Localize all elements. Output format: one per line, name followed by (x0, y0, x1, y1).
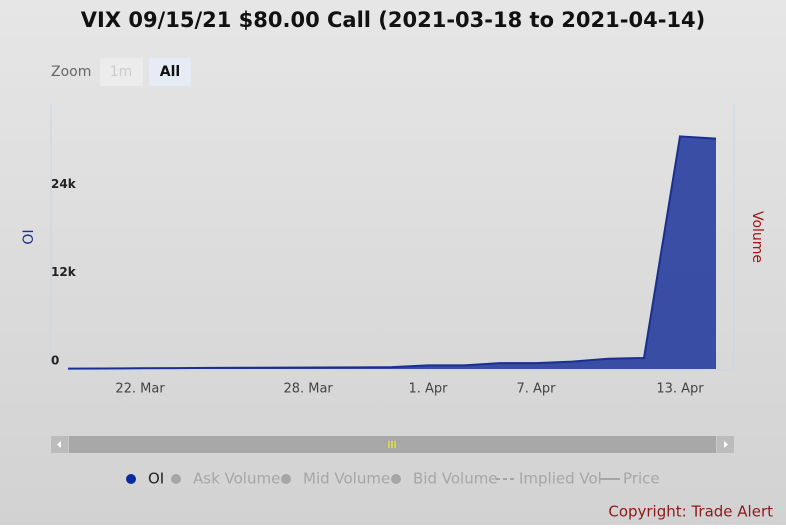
x-tick-label: 22. Mar (115, 382, 165, 397)
y-tick-label: 12k (51, 265, 77, 279)
zoom-button-label[interactable]: All (160, 64, 180, 80)
legend-symbol (126, 474, 136, 484)
x-tick-label: 28. Mar (283, 382, 333, 397)
legend-label[interactable]: Ask Volume (193, 470, 280, 488)
copyright: Copyright: Trade Alert (608, 503, 773, 521)
legend-label[interactable]: Price (623, 470, 660, 488)
scrollbar-arrow[interactable] (57, 441, 61, 448)
y-tick-label: 24k (51, 177, 77, 191)
legend-label[interactable]: Mid Volume (303, 470, 390, 488)
x-tick-label: 13. Apr (656, 382, 704, 397)
scrollbar-arrow[interactable] (724, 441, 728, 448)
zoom-button[interactable] (149, 58, 191, 86)
area-fill (68, 136, 716, 369)
area-line (67, 135, 717, 370)
legend-label[interactable]: Implied Vol (519, 470, 602, 488)
zoom-button[interactable] (100, 58, 143, 86)
legend-label[interactable]: OI (148, 470, 164, 488)
x-tick-label: 7. Apr (516, 382, 556, 397)
chart-title: VIX 09/15/21 $80.00 Call (2021-03-18 to … (81, 8, 705, 32)
legend-symbol (281, 474, 291, 484)
x-tick-label: 1. Apr (408, 382, 448, 397)
y-tick-label: 0 (51, 354, 59, 368)
y-axis-title: OI (21, 229, 37, 244)
legend-label[interactable]: Bid Volume (413, 470, 498, 488)
legend-symbol (171, 474, 181, 484)
zoom-label: Zoom (51, 64, 91, 80)
zoom-button-label[interactable]: 1m (110, 64, 133, 80)
scrollbar-grip[interactable] (388, 441, 396, 448)
legend-symbol (391, 474, 401, 484)
scrollbar[interactable] (51, 436, 734, 453)
y2-axis-title: Volume (749, 211, 765, 263)
